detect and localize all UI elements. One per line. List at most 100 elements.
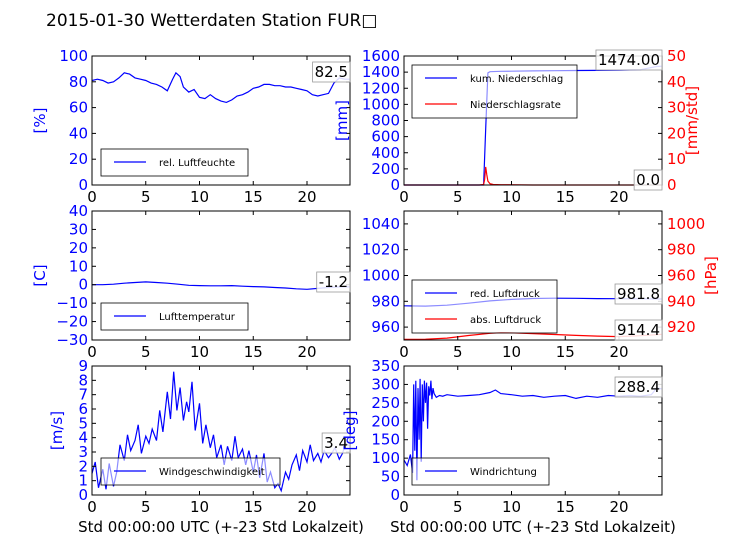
- y-tick-label: 0: [78, 486, 88, 504]
- legend-label: abs. Luftdruck: [470, 315, 541, 326]
- y-tick-label: 60: [69, 99, 88, 117]
- y-tick-label: 8: [78, 371, 88, 389]
- value-annotation: 3.4: [324, 434, 348, 452]
- y-tick-label: 1200: [362, 79, 400, 97]
- x-tick-label: 15: [244, 188, 263, 206]
- y-tick-label: 9: [78, 357, 88, 375]
- y-tick-label: 0: [390, 176, 400, 194]
- y-tick-label: 600: [371, 128, 400, 146]
- y2-tick-label: 940: [667, 292, 696, 310]
- plot-frame: [91, 365, 351, 496]
- y2-tick-label: 1000: [667, 215, 705, 233]
- y-tick-label: 3: [78, 443, 88, 461]
- y-tick-label: 20: [69, 150, 88, 168]
- x-tick-label: 10: [190, 188, 209, 206]
- y-tick-label: 1: [78, 472, 88, 490]
- legend-box: [411, 64, 578, 119]
- y-tick-label: 100: [59, 47, 88, 65]
- x-tick-label: 20: [297, 343, 316, 361]
- x-tick-label: 5: [453, 188, 463, 206]
- x-tick-label: 10: [502, 343, 521, 361]
- y-tick-label: 960: [371, 318, 400, 336]
- legend-label: rel. Luftfeuchte: [159, 158, 235, 169]
- y-tick-label: 0: [78, 176, 88, 194]
- y-tick-label: 1400: [362, 63, 400, 81]
- x-tick-label: 15: [556, 343, 575, 361]
- legend-box: [411, 279, 558, 334]
- value-annotation: 914.4: [617, 321, 660, 339]
- x-tick-label: 0: [87, 498, 97, 516]
- y-tick-label: 2: [78, 457, 88, 475]
- value-annotation-box: [312, 61, 351, 83]
- x-tick-label: 5: [453, 498, 463, 516]
- value-annotation-box: [633, 169, 663, 191]
- value-annotation-box: [614, 319, 663, 341]
- y-tick-label: 400: [371, 144, 400, 162]
- x-tick-label: 5: [141, 498, 151, 516]
- y-tick-label: −20: [56, 313, 88, 331]
- y-tick-label: 30: [69, 220, 88, 238]
- y2-tick-label: 30: [667, 99, 686, 117]
- plot-frame: [91, 55, 351, 186]
- y-tick-label: 50: [381, 468, 400, 486]
- y-axis-label: [mm]: [333, 100, 351, 141]
- value-annotation-box: [316, 271, 351, 293]
- series-line-precip-1: [404, 166, 662, 186]
- y-tick-label: 100: [371, 449, 400, 467]
- value-annotation: 0.0: [636, 171, 660, 189]
- y-tick-label: 200: [371, 160, 400, 178]
- x-tick-label: 10: [502, 498, 521, 516]
- y-axis-label: [C]: [31, 264, 49, 286]
- x-tick-label: 0: [87, 343, 97, 361]
- legend-label: kum. Niederschlag: [470, 74, 563, 85]
- y-axis-label: [m/s]: [48, 411, 66, 450]
- y2-axis-label: [hPa]: [702, 256, 720, 295]
- x-tick-label: 15: [244, 343, 263, 361]
- x-tick-label: 15: [556, 498, 575, 516]
- value-annotation: -1.2: [319, 273, 348, 291]
- y2-tick-label: 960: [667, 267, 696, 285]
- y-axis-label: [%]: [31, 108, 49, 134]
- value-annotation-box: [321, 432, 351, 454]
- value-annotation: 981.8: [617, 285, 660, 303]
- subplot-windspeed: 0 5 10 15 200123456789[m/s]Windgeschwindigke…: [48, 357, 351, 516]
- x-axis-label-right: Std 00:00:00 UTC (+-23 Std Lokalzeit): [390, 518, 676, 536]
- y2-tick-label: 980: [667, 241, 696, 259]
- x-tick-label: 15: [244, 498, 263, 516]
- y-tick-label: 1000: [362, 267, 400, 285]
- y-tick-label: 6: [78, 400, 88, 418]
- y-tick-label: 80: [69, 73, 88, 91]
- y2-axis-label: [mm/std]: [683, 86, 701, 155]
- x-axis-label-left: Std 00:00:00 UTC (+-23 Std Lokalzeit): [78, 518, 364, 536]
- y-tick-label: 150: [371, 431, 400, 449]
- y-tick-label: 5: [78, 414, 88, 432]
- legend-label: Lufttemperatur: [159, 312, 236, 323]
- series-line-temperature-0: [92, 281, 350, 290]
- y2-tick-label: 0: [667, 176, 677, 194]
- y-tick-label: 1000: [362, 95, 400, 113]
- x-tick-label: 20: [609, 498, 628, 516]
- y2-tick-label: 920: [667, 318, 696, 336]
- x-tick-label: 20: [297, 188, 316, 206]
- y-tick-label: 4: [78, 429, 88, 447]
- y-tick-label: 20: [69, 239, 88, 257]
- y-tick-label: 0: [78, 276, 88, 294]
- subplot-humidity: 0 5 10 15 20 0 20 40 60 80 100 [%] rel. Luftfeuchte 8…: [31, 47, 351, 206]
- subplot-pressure: 0 5 10 15 20 960 980 1000 1020 1040 920 940 960 980 10…: [362, 210, 720, 361]
- value-annotation: 82.5: [315, 63, 348, 81]
- y-tick-label: 800: [371, 112, 400, 130]
- y-tick-label: 250: [371, 394, 400, 412]
- y-tick-label: 1040: [362, 215, 400, 233]
- x-tick-label: 5: [141, 343, 151, 361]
- value-annotation-box: [614, 283, 663, 305]
- y-tick-label: 1020: [362, 241, 400, 259]
- x-tick-label: 0: [399, 188, 409, 206]
- legend-label: Niederschlagsrate: [470, 100, 561, 111]
- y2-tick-label: 50: [667, 47, 686, 65]
- y-tick-label: −30: [56, 331, 88, 349]
- x-tick-label: 10: [190, 343, 209, 361]
- y-tick-label: 40: [69, 124, 88, 142]
- legend-label: Windgeschwindigkeit: [159, 467, 265, 478]
